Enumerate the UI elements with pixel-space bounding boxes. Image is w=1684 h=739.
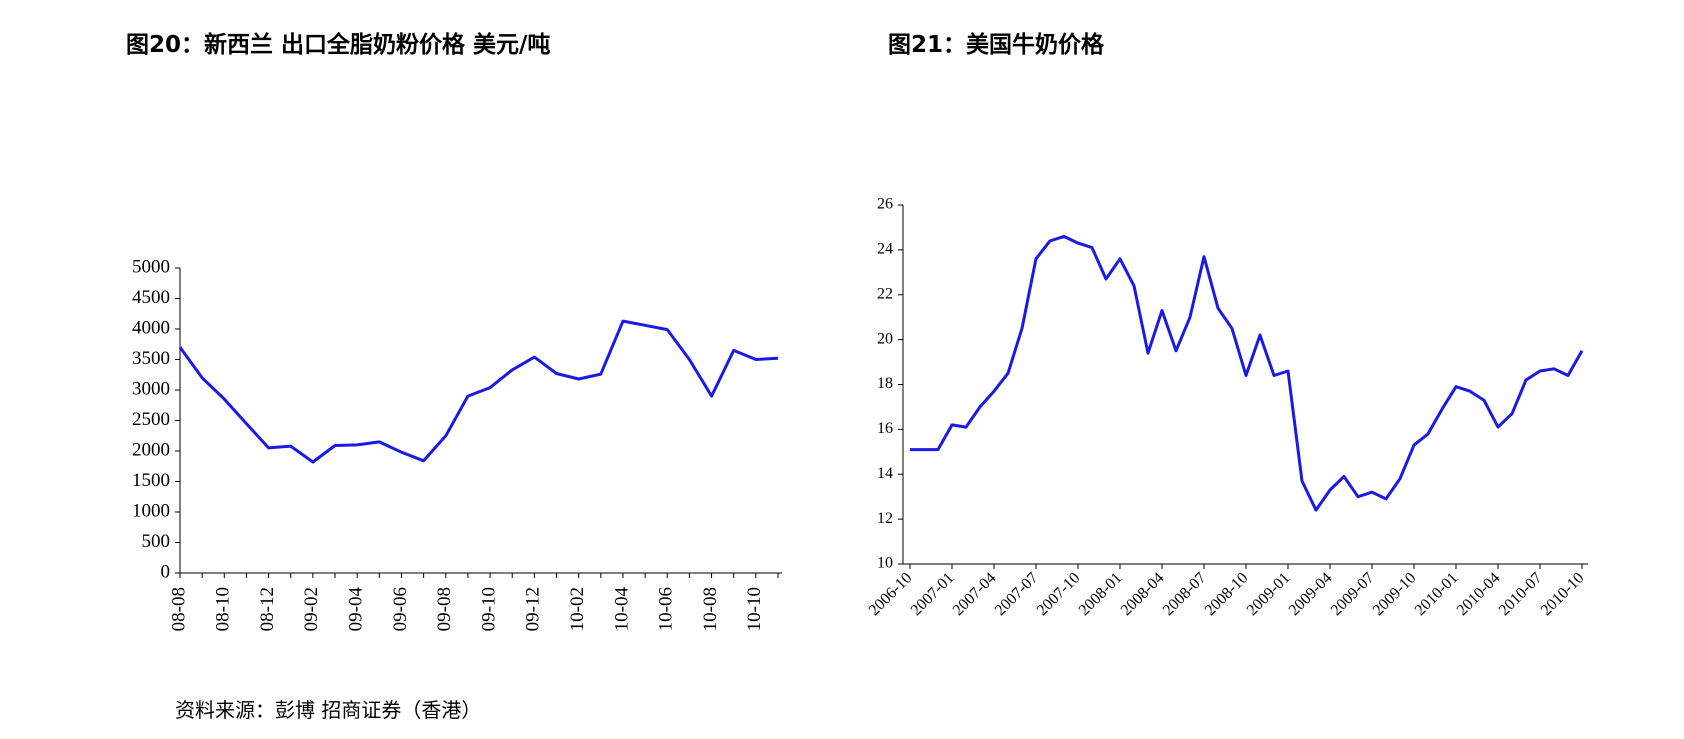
x-tick-label: 2007-01 [908, 569, 958, 619]
x-tick-label: 10-06 [656, 587, 677, 631]
y-tick-label: 2500 [132, 409, 170, 430]
y-tick-label: 500 [142, 531, 171, 552]
chart-title: 图21：美国牛奶价格 [888, 31, 1105, 58]
x-tick-label: 2010-01 [1412, 569, 1462, 619]
y-tick-label: 4000 [132, 317, 170, 338]
y-tick-label: 12 [877, 510, 893, 527]
y-tick-label: 1500 [132, 470, 170, 491]
y-tick-label: 4500 [132, 287, 170, 308]
y-tick-label: 16 [877, 420, 893, 437]
x-tick-label: 2009-10 [1370, 569, 1420, 619]
x-tick-label: 09-04 [346, 587, 367, 632]
x-tick-label: 2009-04 [1286, 569, 1336, 619]
x-tick-label: 10-02 [567, 587, 588, 631]
x-tick-label: 2009-07 [1328, 569, 1378, 619]
y-tick-label: 10 [877, 555, 893, 572]
x-tick-label: 2007-04 [950, 569, 1000, 619]
x-tick-label: 08-08 [168, 587, 189, 631]
x-tick-label: 2008-10 [1202, 569, 1252, 619]
y-tick-label: 3000 [132, 378, 170, 399]
y-tick-label: 0 [161, 561, 171, 582]
x-tick-label: 08-10 [213, 587, 234, 631]
y-tick-label: 2000 [132, 439, 170, 460]
x-tick-label: 2007-07 [992, 569, 1042, 619]
source-note: 资料来源：彭博 招商证券（香港） [175, 698, 481, 722]
x-tick-label: 10-08 [700, 587, 721, 631]
x-tick-label: 2008-01 [1076, 569, 1126, 619]
data-line [178, 319, 779, 464]
x-tick-label: 2009-01 [1244, 569, 1294, 619]
x-tick-label: 09-12 [523, 587, 544, 631]
y-tick-label: 24 [877, 241, 893, 258]
data-line [910, 234, 1584, 512]
x-tick-label: 2010-04 [1454, 569, 1504, 619]
x-tick-label: 09-10 [478, 587, 499, 631]
y-tick-label: 14 [877, 465, 893, 482]
x-tick-label: 10-04 [611, 587, 632, 632]
x-tick-label: 2010-07 [1496, 569, 1546, 619]
x-tick-label: 2008-04 [1118, 569, 1168, 619]
y-tick-label: 26 [877, 196, 893, 213]
x-tick-label: 09-02 [301, 587, 322, 631]
y-tick-label: 5000 [132, 256, 170, 277]
x-tick-label: 2008-07 [1160, 569, 1210, 619]
y-tick-label: 3500 [132, 348, 170, 369]
y-tick-label: 20 [877, 330, 893, 347]
y-tick-label: 18 [877, 375, 893, 392]
x-tick-label: 10-10 [744, 587, 765, 631]
x-tick-label: 09-06 [390, 587, 411, 631]
x-tick-label: 2007-10 [1034, 569, 1084, 619]
x-tick-label: 09-08 [434, 587, 455, 631]
x-tick-label: 2010-10 [1538, 569, 1588, 619]
chart-title: 图20：新西兰 出口全脂奶粉价格 美元/吨 [126, 31, 550, 58]
x-tick-label: 2006-10 [866, 569, 916, 619]
y-tick-label: 1000 [132, 500, 170, 521]
x-tick-label: 08-12 [257, 587, 278, 631]
y-tick-label: 22 [877, 285, 893, 302]
